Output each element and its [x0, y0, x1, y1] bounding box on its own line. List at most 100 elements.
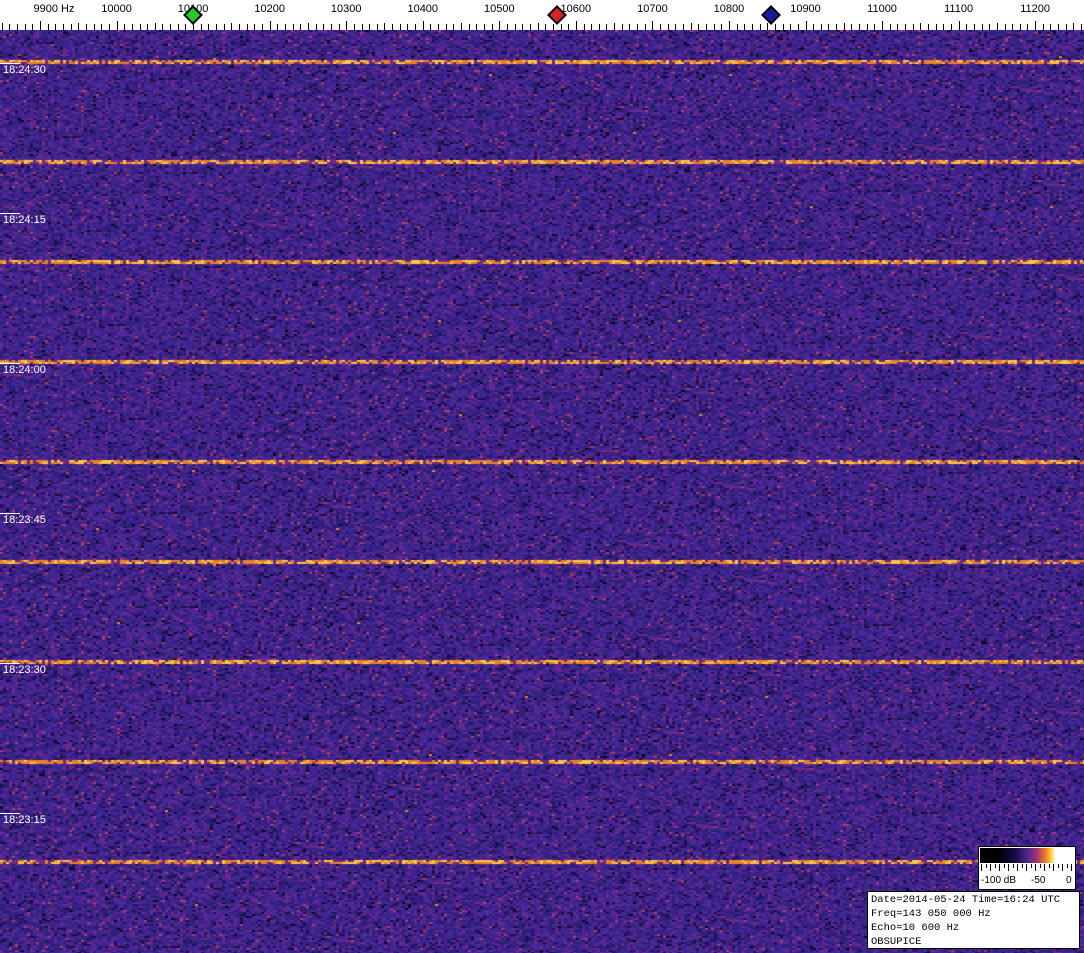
axis-tick	[407, 24, 408, 30]
axis-tick	[783, 24, 784, 30]
axis-tick	[415, 24, 416, 30]
axis-tick	[216, 24, 217, 30]
axis-tick	[1035, 21, 1036, 30]
axis-tick	[622, 24, 623, 30]
axis-tick	[890, 24, 891, 30]
axis-tick	[78, 23, 79, 30]
axis-tick	[874, 24, 875, 30]
colorbar-tick	[981, 864, 982, 871]
axis-tick	[867, 24, 868, 30]
axis-tick	[354, 24, 355, 30]
colorbar-tick	[1017, 864, 1018, 871]
axis-tick	[897, 24, 898, 30]
axis-tick	[943, 24, 944, 30]
axis-tick	[492, 24, 493, 30]
axis-tick	[316, 24, 317, 30]
axis-tick	[652, 21, 653, 30]
colorbar-tick	[1057, 864, 1059, 868]
axis-tick	[553, 24, 554, 30]
colorbar-tick	[1003, 864, 1005, 868]
axis-tick	[285, 24, 286, 30]
colorbar-tick	[1053, 864, 1054, 871]
axis-tick	[515, 24, 516, 30]
axis-tick	[737, 24, 738, 30]
axis-tick	[469, 24, 470, 30]
axis-tick	[484, 24, 485, 30]
time-tick-label: 18:23:30	[3, 664, 46, 676]
frequency-tick-label: 10400	[407, 3, 439, 15]
frequency-tick-label: 10200	[254, 3, 285, 15]
colorbar-gradient	[980, 848, 1074, 863]
axis-tick	[170, 24, 171, 30]
axis-tick	[162, 24, 163, 30]
axis-tick	[9, 24, 10, 30]
axis-tick	[721, 24, 722, 30]
frequency-tick-label: 11100	[944, 3, 974, 15]
axis-tick	[584, 24, 585, 30]
axis-tick	[821, 24, 822, 30]
axis-tick	[775, 24, 776, 30]
axis-tick	[48, 24, 49, 30]
axis-tick	[966, 24, 967, 30]
colorbar-tick	[985, 864, 987, 868]
axis-tick	[729, 21, 730, 30]
axis-tick	[851, 24, 852, 30]
axis-tick	[951, 24, 952, 30]
frequency-axis: 9900 Hz100001010010200103001040010500106…	[0, 0, 1084, 30]
axis-tick	[859, 24, 860, 30]
axis-tick	[974, 24, 975, 30]
axis-tick	[629, 24, 630, 30]
axis-tick	[384, 23, 385, 30]
axis-tick	[1081, 24, 1082, 30]
time-tick	[0, 213, 20, 214]
colorbar-tick	[990, 864, 991, 871]
axis-tick	[94, 24, 95, 30]
axis-tick	[293, 24, 294, 30]
axis-tick	[339, 24, 340, 30]
colorbar: -100 dB -50 0	[978, 846, 1076, 890]
axis-tick	[362, 24, 363, 30]
time-tick	[0, 363, 20, 364]
colorbar-tick	[1071, 864, 1072, 871]
axis-tick	[231, 23, 232, 30]
axis-tick	[905, 24, 906, 30]
axis-tick	[17, 24, 18, 30]
axis-tick	[798, 24, 799, 30]
spectrogram-canvas	[0, 30, 1084, 953]
axis-tick	[691, 23, 692, 30]
axis-tick	[40, 21, 41, 30]
info-station: OBSUPICE	[871, 936, 922, 948]
colorbar-tick	[1030, 864, 1032, 868]
axis-tick	[124, 24, 125, 30]
axis-tick	[928, 24, 929, 30]
axis-tick	[476, 24, 477, 30]
axis-tick	[683, 24, 684, 30]
axis-tick	[760, 24, 761, 30]
info-date-time: Date=2014-05-24 Time=16:24 UTC	[871, 894, 1061, 906]
axis-tick	[790, 24, 791, 30]
frequency-tick-label: 9900 Hz	[33, 3, 75, 15]
axis-tick	[936, 24, 937, 30]
axis-tick	[660, 24, 661, 30]
colorbar-tick	[999, 864, 1000, 871]
axis-tick	[400, 24, 401, 30]
axis-tick	[71, 24, 72, 30]
axis-tick	[530, 24, 531, 30]
axis-tick	[1050, 24, 1051, 30]
axis-tick	[254, 24, 255, 30]
axis-tick	[813, 24, 814, 30]
axis-tick	[32, 24, 33, 30]
frequency-marker-2[interactable]	[761, 5, 781, 25]
axis-tick	[744, 24, 745, 30]
axis-tick	[645, 24, 646, 30]
axis-tick	[1005, 24, 1006, 30]
axis-tick	[308, 23, 309, 30]
axis-tick	[538, 23, 539, 30]
axis-tick	[55, 24, 56, 30]
axis-tick	[545, 24, 546, 30]
time-tick	[0, 813, 20, 814]
info-frequency: Freq=143 050 000 Hz	[871, 908, 991, 920]
time-tick-label: 18:24:00	[3, 364, 46, 376]
axis-tick	[1020, 24, 1021, 30]
